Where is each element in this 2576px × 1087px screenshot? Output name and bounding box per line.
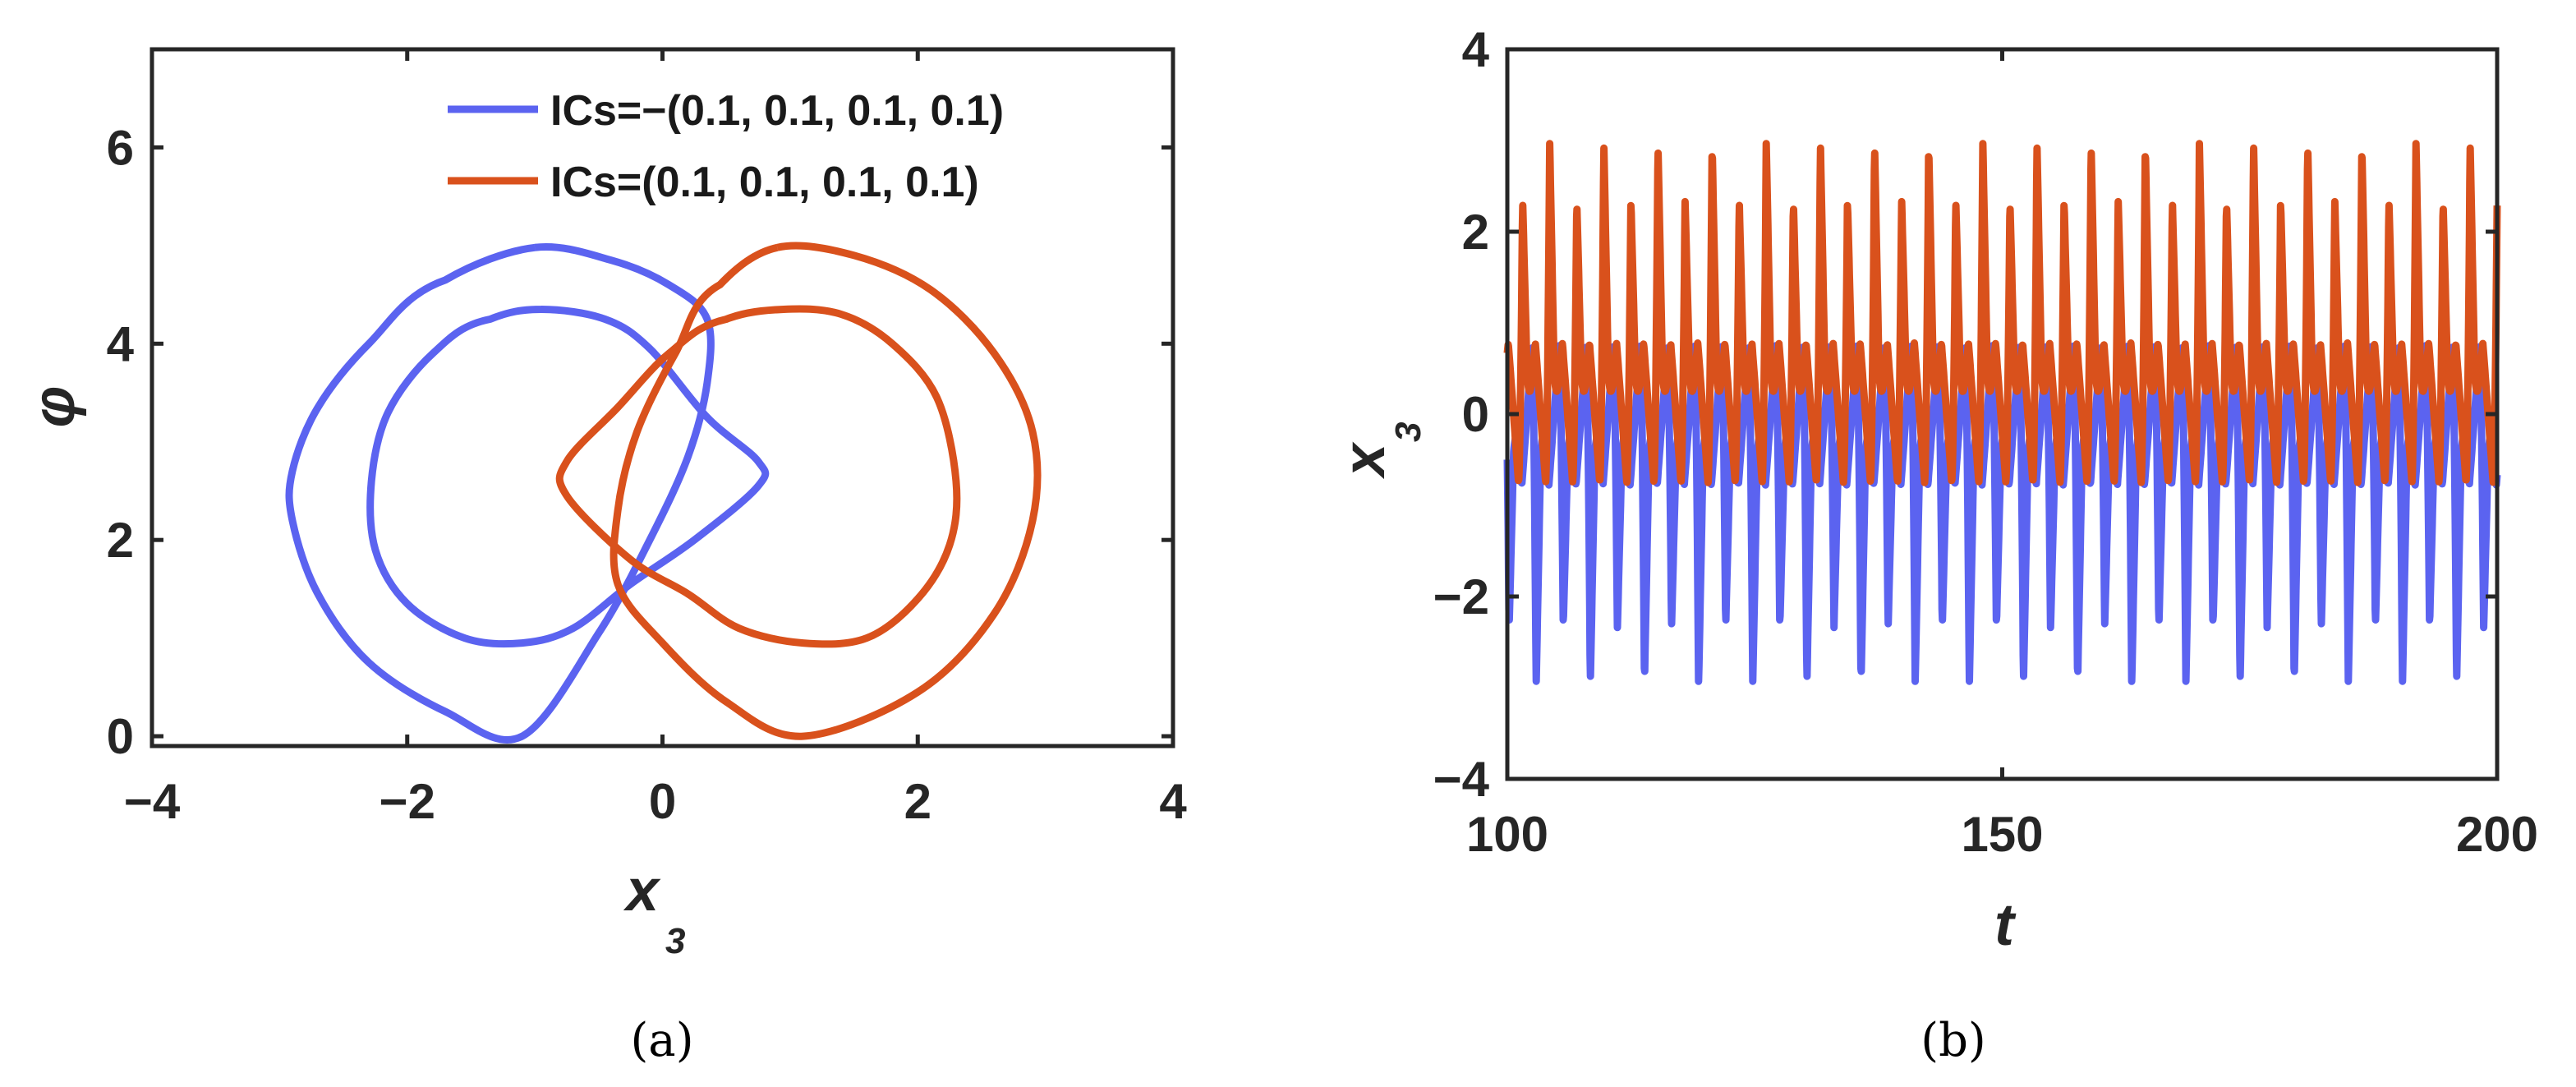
panel-b-ytick-label: −2 <box>1433 569 1489 624</box>
panel-b-xtick-label: 150 <box>1961 807 2043 862</box>
panel-b-xtick-label: 100 <box>1466 807 1548 862</box>
panel-a-caption: (a) <box>630 1014 693 1067</box>
panel-a-ytick-label: 0 <box>107 709 134 764</box>
panel-a-ticks: −4 −2 0 2 4 0 2 4 6 <box>107 49 1187 829</box>
panel-b-caption: (b) <box>1920 1014 1986 1067</box>
panel-a-legend: ICs=−(0.1, 0.1, 0.1, 0.1) ICs=(0.1, 0.1,… <box>448 87 1004 206</box>
panel-a-plot-area <box>285 242 1042 744</box>
panel-a-xlabel-subscript: 3 <box>665 921 685 961</box>
panel-b-ytick-label: 4 <box>1462 22 1490 77</box>
panel-a-xlabel: x <box>623 858 661 923</box>
panel-b-ytick-label: 0 <box>1462 387 1489 442</box>
panel-a: −4 −2 0 2 4 0 2 4 6 x 3 φ ICs=−(0.1, 0.1, 0.1, 0… <box>21 47 1187 1067</box>
panel-b-ytick-label: −4 <box>1433 752 1490 807</box>
panel-b-ylabel-subscript: 3 <box>1388 422 1428 442</box>
panel-b-ylabel: x <box>1332 441 1397 480</box>
panel-b-xlabel: t <box>1994 892 2017 958</box>
panel-a-ylabel: φ <box>21 386 87 428</box>
panel-b-ticks: 100 150 200 −4 −2 0 2 4 <box>1433 22 2538 862</box>
panel-a-ytick-label: 4 <box>107 316 135 371</box>
panel-a-xtick-label: −4 <box>124 774 181 829</box>
panel-a-ytick-label: 2 <box>107 513 134 568</box>
panel-a-series-0 <box>285 243 715 744</box>
panel-b-plot-area <box>1503 140 2501 685</box>
panel-a-series-1 <box>366 306 770 648</box>
legend-entry-orange: ICs=(0.1, 0.1, 0.1, 0.1) <box>550 159 979 206</box>
panel-a-xtick-label: 0 <box>649 774 676 829</box>
panel-a-xtick-label: 2 <box>904 774 932 829</box>
panel-b: 100 150 200 −4 −2 0 2 4 t x 3 (b) <box>1332 22 2538 1067</box>
panel-b-ytick-label: 2 <box>1462 205 1489 260</box>
panel-b-xtick-label: 200 <box>2456 807 2538 862</box>
panel-a-ytick-label: 6 <box>107 120 134 175</box>
panel-a-xtick-label: 4 <box>1159 774 1187 829</box>
panel-b-ylabel-group: x 3 <box>1332 422 1428 480</box>
panel-b-series-1 <box>1503 140 2501 486</box>
panel-a-series-3 <box>555 305 961 648</box>
panel-a-xtick-label: −2 <box>380 774 435 829</box>
legend-entry-blue: ICs=−(0.1, 0.1, 0.1, 0.1) <box>550 87 1004 135</box>
panel-a-series-2 <box>610 242 1042 740</box>
